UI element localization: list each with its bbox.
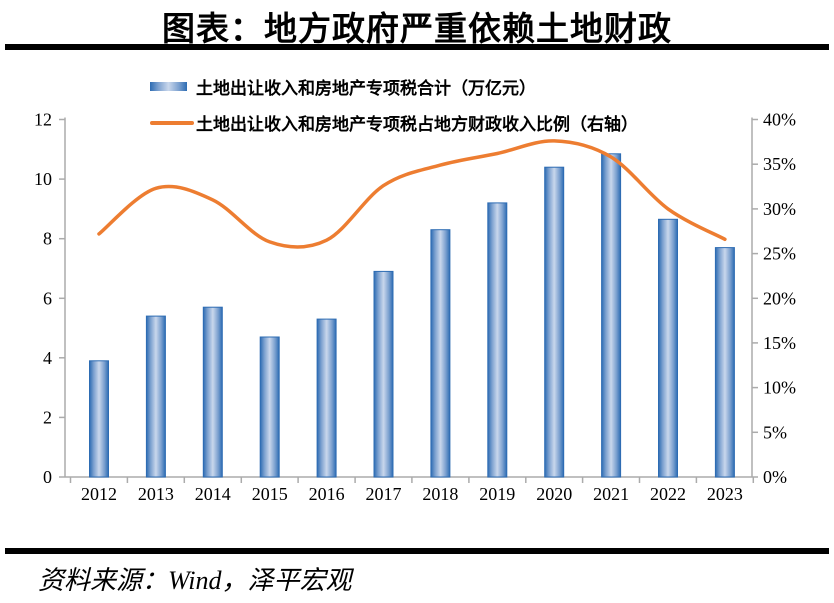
x-axis-category-label: 2019 (479, 484, 515, 504)
x-axis-category-label: 2023 (707, 484, 743, 504)
right-axis-tick-label: 20% (763, 288, 796, 308)
legend-item-line-series: 土地出让收入和房地产专项税占地方财政收入比例（右轴） (150, 112, 638, 134)
left-axis-tick-label: 8 (43, 229, 52, 249)
x-axis-category-label: 2015 (252, 484, 288, 504)
left-axis-tick-label: 6 (43, 288, 52, 308)
x-axis-category-label: 2016 (309, 484, 345, 504)
right-axis-tick-label: 35% (763, 154, 796, 174)
bar-series (89, 153, 735, 478)
bar-2017 (373, 270, 394, 478)
right-axis-tick-label: 10% (763, 378, 796, 398)
chart-legend: 土地出让收入和房地产专项税合计（万亿元） 土地出让收入和房地产专项税占地方财政收… (150, 76, 638, 148)
x-axis-category-label: 2022 (650, 484, 686, 504)
bottom-divider (5, 548, 829, 554)
bar-2019 (487, 202, 508, 478)
x-axis-category-label: 2017 (366, 484, 402, 504)
bar-series-label: 土地出让收入和房地产专项税合计（万亿元） (196, 79, 536, 98)
source-note: 资料来源：Wind，泽平宏观 (38, 566, 352, 595)
x-axis-category-label: 2014 (195, 484, 231, 504)
line-series-swatch-icon (150, 120, 194, 125)
right-axis-tick-label: 25% (763, 244, 796, 264)
bar-2018 (430, 229, 451, 478)
bar-2015 (259, 336, 280, 478)
left-axis-tick-label: 0 (43, 467, 52, 487)
legend-swatch-column (150, 120, 196, 125)
right-axis-tick-label: 0% (763, 467, 787, 487)
legend-swatch-column (150, 82, 196, 91)
x-axis-category-label: 2013 (138, 484, 174, 504)
x-axis-category-label: 2020 (536, 484, 572, 504)
ratio-line-series (97, 139, 727, 249)
bar-2014 (202, 306, 223, 478)
bar-2020 (544, 166, 565, 478)
bar-2022 (658, 218, 678, 478)
bar-2016 (316, 318, 337, 478)
left-axis-tick-label: 10 (34, 169, 52, 189)
right-axis-tick-label: 30% (763, 199, 796, 219)
x-axis-category-label: 2021 (593, 484, 629, 504)
bar-2023 (714, 247, 735, 478)
right-axis-tick-label: 40% (763, 110, 796, 130)
left-axis-tick-label: 4 (43, 348, 52, 368)
bar-series-swatch-icon (150, 82, 187, 91)
x-axis-category-label: 2018 (422, 484, 458, 504)
bar-2012 (89, 360, 109, 478)
axis-labels: 0 2 4 6 8 10 12 0% 5% 10% 15% 20% 25% 30% 35% 40% 2012 20… (34, 110, 796, 505)
x-axis-category-label: 2012 (81, 484, 117, 504)
top-divider (5, 44, 829, 50)
right-axis-tick-label: 15% (763, 333, 796, 353)
line-series-label: 土地出让收入和房地产专项税占地方财政收入比例（右轴） (196, 115, 638, 134)
bar-2021 (601, 153, 622, 478)
axes (59, 117, 758, 483)
bar-2013 (145, 315, 166, 478)
chart-title: 图表：地方政府严重依赖土地财政 (162, 12, 672, 48)
legend-item-bar-series: 土地出让收入和房地产专项税合计（万亿元） (150, 76, 638, 98)
right-axis-tick-label: 5% (763, 422, 787, 442)
left-axis-tick-label: 12 (34, 110, 52, 130)
left-axis-tick-label: 2 (43, 407, 52, 427)
